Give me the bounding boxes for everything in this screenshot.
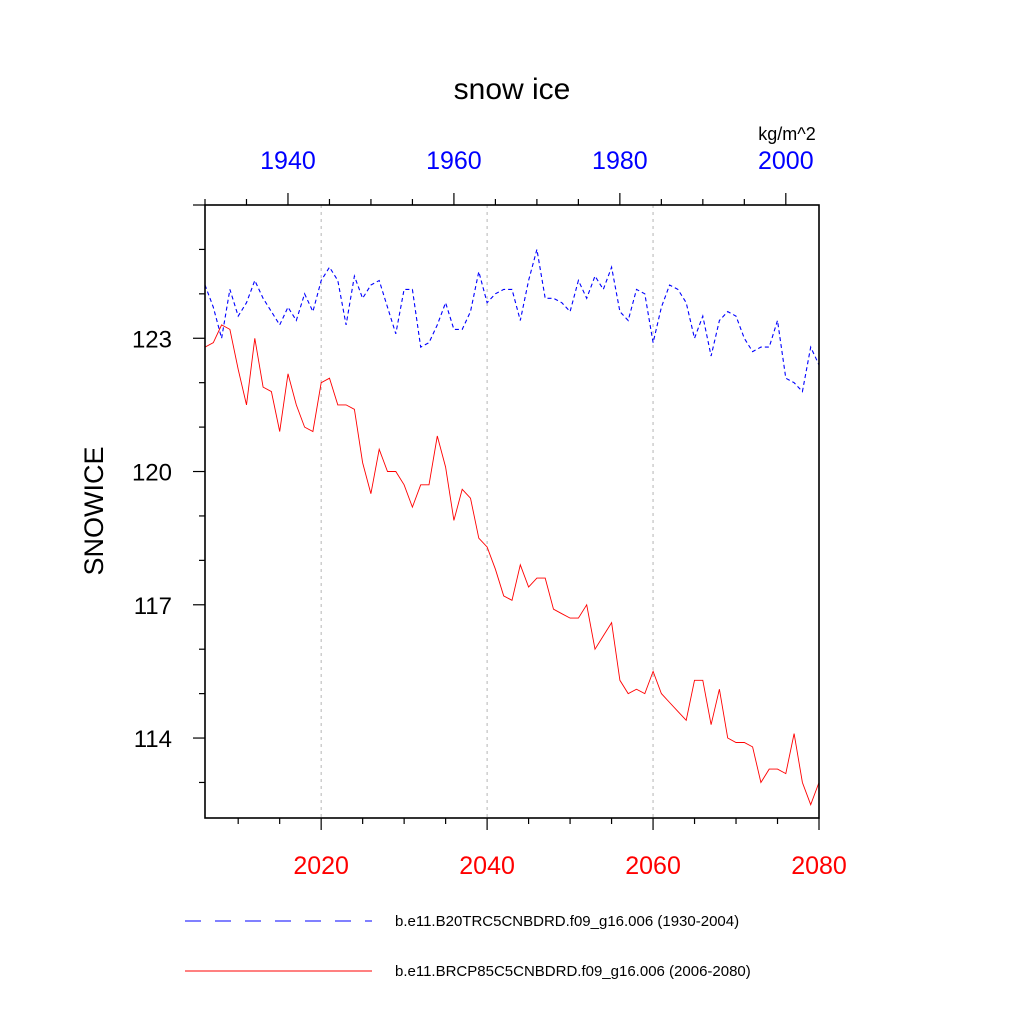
chart-title: snow ice [454, 73, 571, 106]
units-label: kg/m^2 [758, 124, 815, 144]
y-tick-label-120: 120 [132, 460, 172, 487]
y-tick-label-123: 123 [132, 326, 172, 353]
axis-ticks [193, 193, 820, 830]
series-layer [204, 249, 820, 806]
y-axis-label: SNOWICE [79, 446, 109, 575]
top-tick-label-1940: 1940 [260, 147, 316, 175]
top-tick-label-1960: 1960 [426, 147, 482, 175]
plot-frame [204, 204, 820, 819]
y-tick-label-117: 117 [134, 593, 172, 620]
bottom-tick-label-2020: 2020 [293, 852, 349, 880]
legend-label-1: b.e11.B20TRC5CNBDRD.f09_g16.006 (1930-20… [395, 913, 739, 930]
series-line-2 [204, 324, 820, 806]
bottom-tick-label-2040: 2040 [459, 852, 515, 880]
legend-label-2: b.e11.BRCP85C5CNBDRD.f09_g16.006 (2006-2… [395, 963, 751, 980]
bottom-tick-label-2060: 2060 [625, 852, 681, 880]
bottom-tick-label-2080: 2080 [791, 852, 847, 880]
tick-labels: 123 120 117 114 1940 1960 1980 2000 2020 2040 2060… [132, 147, 847, 880]
legend: b.e11.B20TRC5CNBDRD.f09_g16.006 (1930-20… [185, 913, 751, 980]
y-tick-label-114: 114 [134, 726, 172, 753]
vertical-gridlines [320, 205, 654, 818]
top-tick-label-1980: 1980 [592, 147, 648, 175]
series-line-1 [204, 249, 820, 393]
top-tick-label-2000: 2000 [758, 147, 814, 175]
